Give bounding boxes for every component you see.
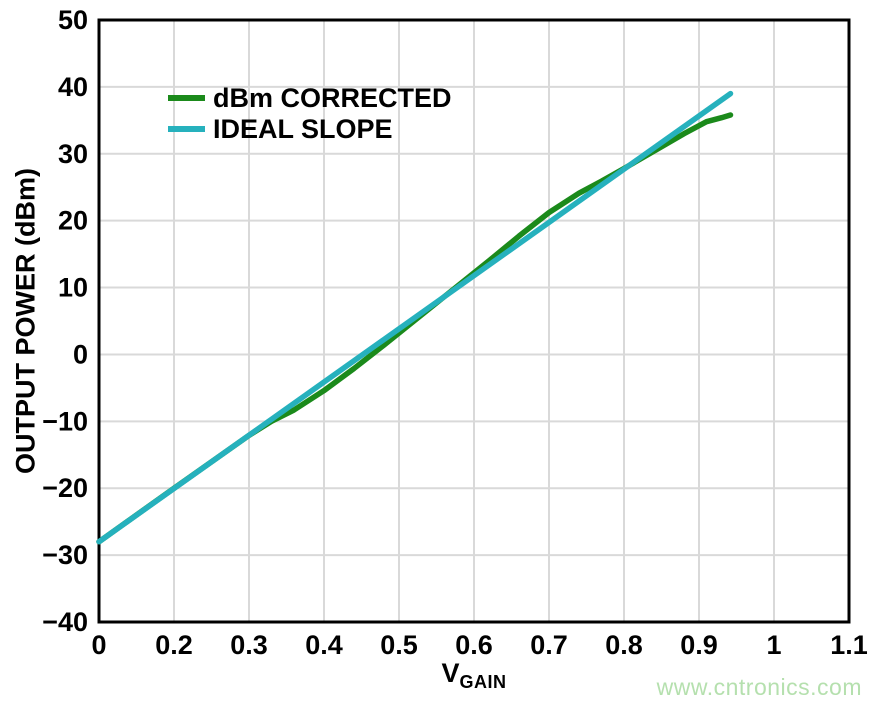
legend-label: IDEAL SLOPE [213,114,393,144]
x-axis-title-subscript: GAIN [459,672,507,692]
y-tick-label: 10 [58,273,88,303]
y-tick-label: −10 [42,406,88,436]
y-tick-label: −30 [42,540,88,570]
x-tick-label: 0 [91,630,106,660]
y-tick-label: 0 [73,339,88,369]
x-tick-label: 0.5 [380,630,418,660]
y-tick-label: 40 [58,72,88,102]
y-axis-title: OUTPUT POWER (dBm) [10,168,41,474]
x-tick-label: 1.1 [830,630,868,660]
series-line-ideal-slope [96,90,734,545]
x-tick-label: 0.2 [155,630,193,660]
y-tick-label: 20 [58,206,88,236]
y-tick-label: −40 [42,607,88,637]
x-tick-label: 0.7 [530,630,568,660]
y-tick-label: 50 [58,5,88,35]
x-tick-label: 0.4 [305,630,343,660]
y-tick-label: 30 [58,139,88,169]
plot-border [97,18,851,624]
x-axis-title: VGAIN [441,658,506,693]
legend-label: dBm CORRECTED [213,83,452,113]
x-axis-title-base: V [441,658,460,688]
x-tick-label: 1 [766,630,781,660]
x-tick-label: 0.8 [605,630,643,660]
y-tick-label: −20 [42,473,88,503]
x-tick-label: 0.3 [230,630,268,660]
x-tick-label: 0.6 [455,630,493,660]
x-tick-label: 0.9 [680,630,718,660]
watermark-text: www.cntronics.com [656,674,862,700]
series-line-dbm-corrected [96,112,734,545]
